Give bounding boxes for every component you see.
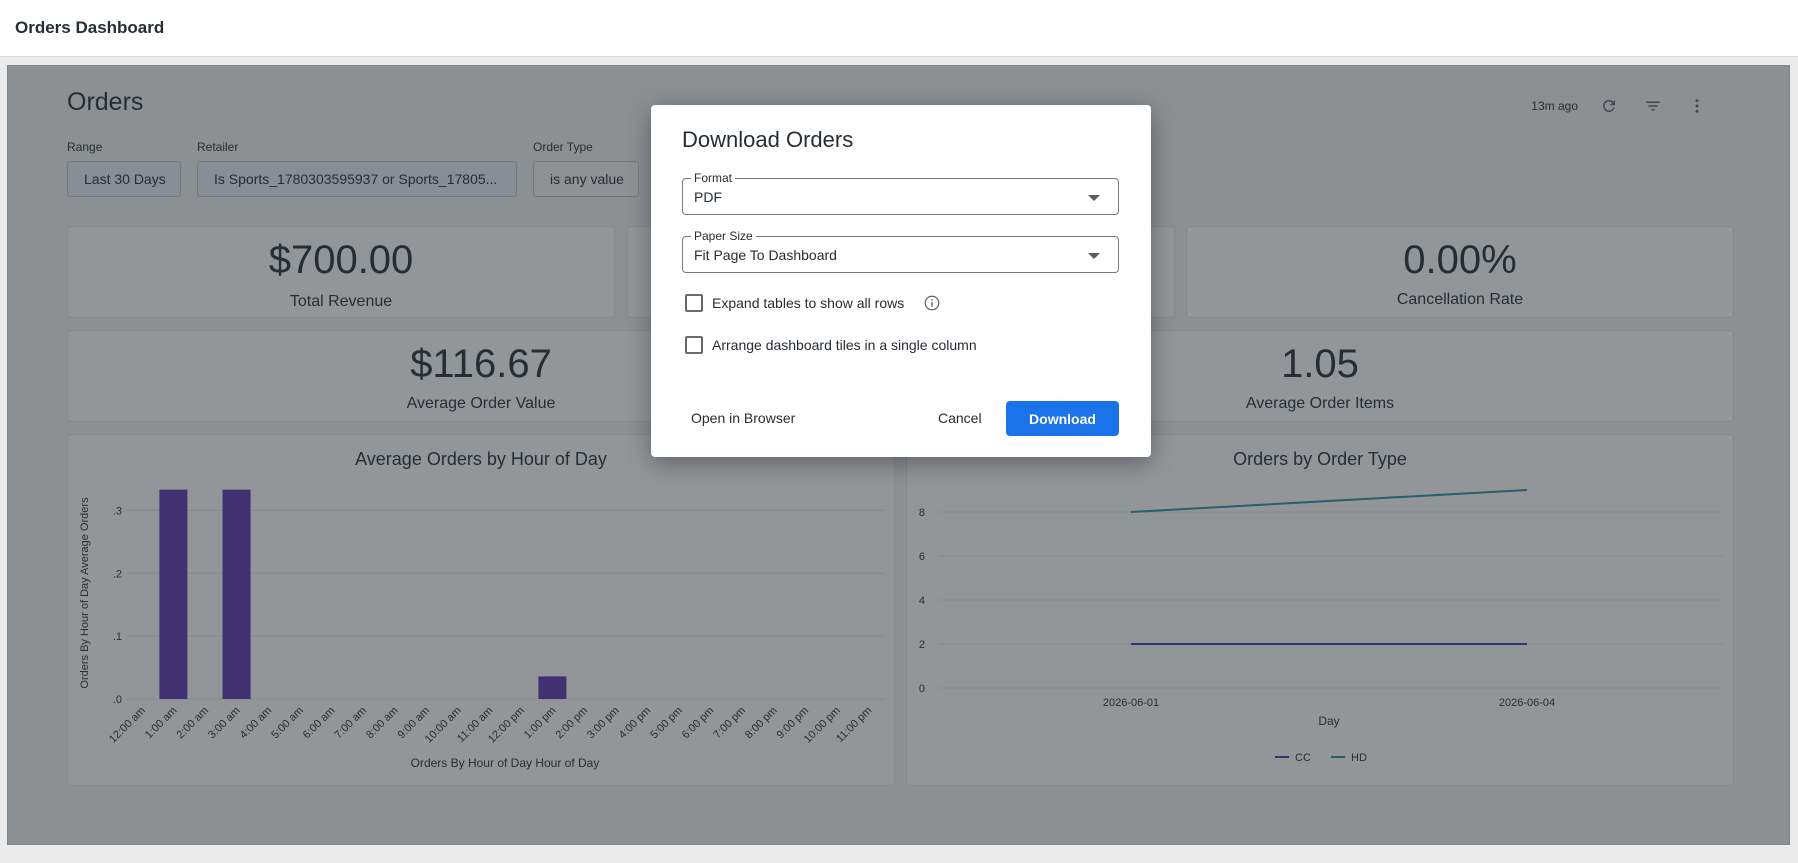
chevron-down-icon	[1088, 195, 1100, 201]
expand-tables-checkbox[interactable]	[685, 294, 703, 312]
format-select[interactable]: Format PDF	[682, 171, 1119, 215]
paper-size-label: Paper Size	[691, 229, 756, 243]
format-value: PDF	[694, 189, 722, 205]
single-column-label: Arrange dashboard tiles in a single colu…	[712, 337, 977, 353]
chevron-down-icon	[1088, 253, 1100, 259]
paper-size-value: Fit Page To Dashboard	[694, 247, 837, 263]
top-bar: Orders Dashboard	[0, 0, 1798, 57]
dialog-title: Download Orders	[682, 127, 854, 152]
download-button[interactable]: Download	[1006, 401, 1119, 436]
download-dialog: Download Orders Format PDF Paper Size Fi…	[651, 105, 1151, 457]
info-icon[interactable]	[923, 294, 941, 312]
expand-tables-option[interactable]: Expand tables to show all rows	[685, 294, 941, 312]
format-label: Format	[691, 171, 736, 185]
open-in-browser-button[interactable]: Open in Browser	[691, 410, 796, 426]
single-column-option[interactable]: Arrange dashboard tiles in a single colu…	[685, 336, 977, 354]
single-column-checkbox[interactable]	[685, 336, 703, 354]
expand-tables-label: Expand tables to show all rows	[712, 295, 905, 311]
paper-size-select[interactable]: Paper Size Fit Page To Dashboard	[682, 229, 1119, 273]
app-title: Orders Dashboard	[15, 18, 165, 37]
cancel-button[interactable]: Cancel	[938, 410, 982, 426]
